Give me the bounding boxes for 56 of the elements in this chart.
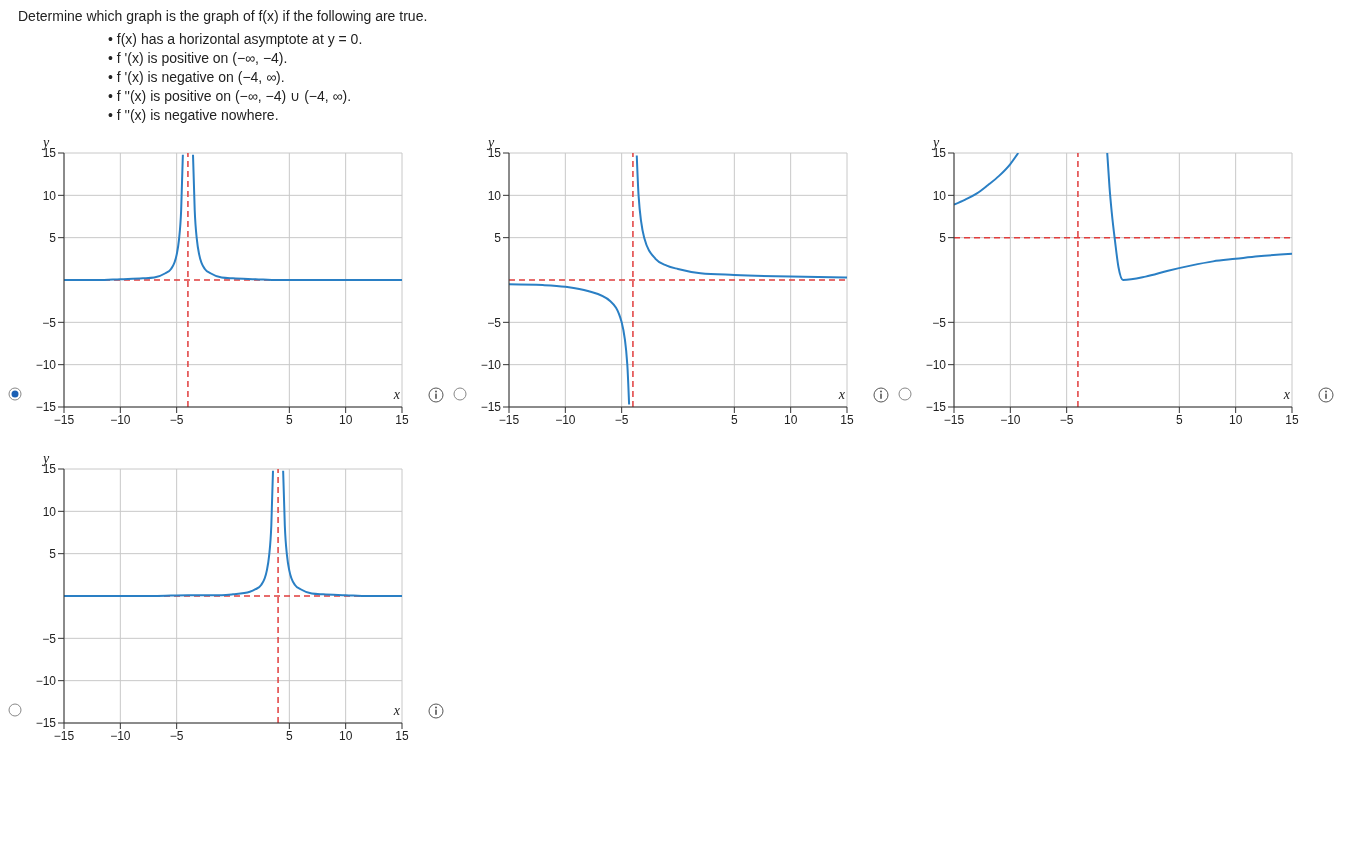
x-tick-label: −10 [110,412,131,427]
x-tick-label: −5 [1059,412,1074,427]
text: • f(x) has a horizontal asymptote at y = 0. [108,30,364,49]
y-tick-label: 5 [49,230,57,245]
text: • f ''(x) is positive on (−∞, −4) ∪ (−4, ∞). [108,87,353,106]
x-tick-label: 10 [338,728,353,743]
x-tick-label: 10 [1228,412,1243,427]
x-tick-label: −10 [555,412,576,427]
y-tick-label: 5 [49,546,57,561]
x-axis-title: x [392,703,401,718]
x-tick-label: −5 [614,412,629,427]
x-tick-label: 5 [1175,412,1183,427]
y-tick-label: −15 [480,400,502,415]
text: • f '(x) is negative on (−4, ∞). [108,68,286,87]
x-tick-label: 10 [783,412,798,427]
y-tick-label: 10 [487,188,502,203]
y-axis-title: y [40,451,50,466]
y-tick-label: −10 [480,357,502,372]
x-axis-title: x [392,387,401,402]
x-tick-label: −10 [110,728,131,743]
x-tick-label: 5 [730,412,738,427]
y-axis-title: y [485,135,495,150]
chart-title: Determine which graph is the graph of f(x) if the following are true. [18,8,429,24]
x-tick-label: −10 [1000,412,1021,427]
x-tick-label: 15 [840,412,854,427]
y-tick-label: −5 [42,315,57,330]
x-tick-label: 5 [285,728,293,743]
x-tick-label: −5 [169,412,184,427]
y-axis-title: y [930,135,940,150]
x-axis-title: x [1282,387,1291,402]
x-tick-label: 5 [285,412,293,427]
y-tick-label: −5 [42,631,57,646]
y-tick-label: −15 [35,716,57,731]
y-tick-label: 10 [42,504,57,519]
y-tick-label: −10 [35,357,57,372]
y-tick-label: −10 [35,673,57,688]
y-tick-label: 5 [939,230,947,245]
y-tick-label: −15 [925,400,947,415]
x-axis-title: x [837,387,846,402]
text: • f ''(x) is negative nowhere. [108,106,280,125]
x-tick-label: 10 [338,412,353,427]
y-tick-label: 10 [932,188,947,203]
y-tick-label: 10 [42,188,57,203]
y-tick-label: 5 [494,230,502,245]
x-tick-label: 15 [395,412,409,427]
x-tick-label: 15 [395,728,409,743]
y-tick-label: −10 [925,357,947,372]
x-tick-label: −15 [943,412,965,427]
text: • f '(x) is positive on (−∞, −4). [108,49,289,68]
x-tick-label: −5 [169,728,184,743]
y-axis-title: y [40,135,50,150]
x-tick-label: 15 [1285,412,1299,427]
y-tick-label: −5 [487,315,502,330]
y-tick-label: −5 [932,315,947,330]
x-tick-label: −15 [498,412,520,427]
y-tick-label: −15 [35,400,57,415]
